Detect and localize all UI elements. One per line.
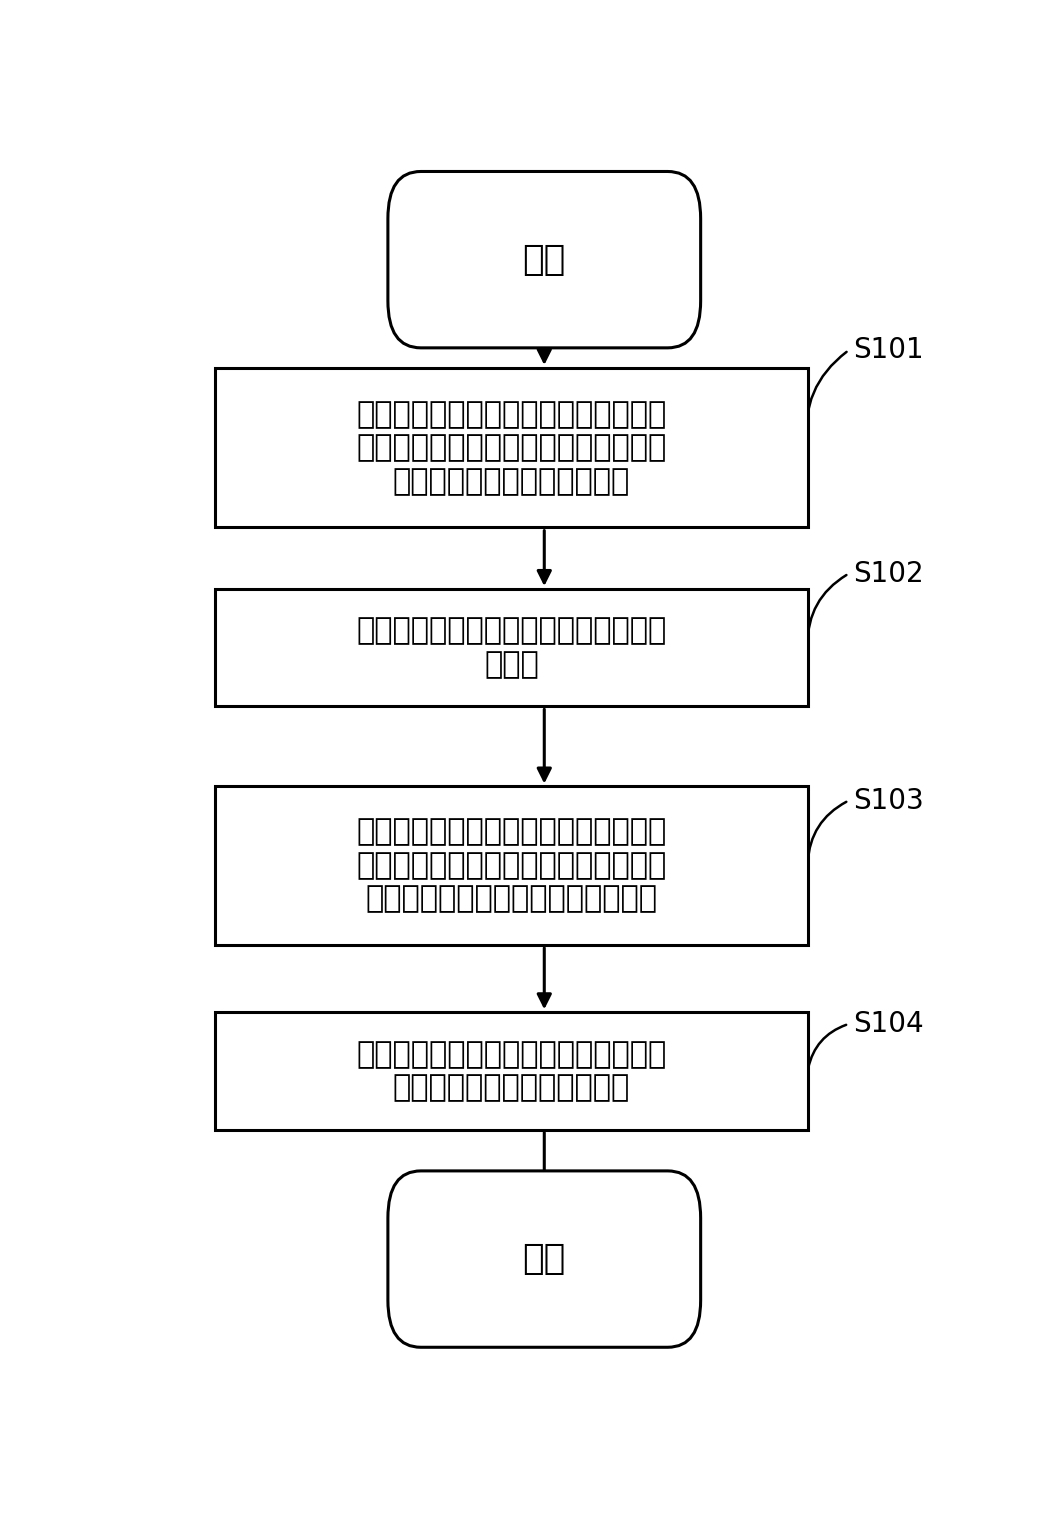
- Text: 利用所述性能指标数据以及所述资源参
数的数据，采用机器学习算法确定所述
性能指标与所述资源参数的关系模型: 利用所述性能指标数据以及所述资源参 数的数据，采用机器学习算法确定所述 性能指标…: [356, 817, 667, 913]
- Text: 确定用于评估分布式集群处理指定业务
的能力的性能指标和制约所述性能指标
的所述分布式集群的资源参数: 确定用于评估分布式集群处理指定业务 的能力的性能指标和制约所述性能指标 的所述分…: [356, 400, 667, 496]
- FancyBboxPatch shape: [388, 171, 701, 348]
- FancyBboxPatch shape: [215, 1012, 808, 1130]
- Text: S104: S104: [853, 1009, 924, 1038]
- Text: 结束: 结束: [523, 1241, 566, 1277]
- Text: S101: S101: [853, 336, 924, 365]
- FancyBboxPatch shape: [215, 589, 808, 707]
- FancyBboxPatch shape: [215, 368, 808, 527]
- Text: 根据所述关系模型确定所述分布式集群
处理所述指定业务的最大能力: 根据所述关系模型确定所述分布式集群 处理所述指定业务的最大能力: [356, 1040, 667, 1102]
- Text: S103: S103: [853, 786, 924, 814]
- Text: 获取所述性能指标数据以及所述资源参
数数据: 获取所述性能指标数据以及所述资源参 数数据: [356, 617, 667, 680]
- FancyBboxPatch shape: [215, 786, 808, 945]
- Text: 开始: 开始: [523, 243, 566, 276]
- Text: S102: S102: [853, 559, 924, 588]
- FancyBboxPatch shape: [388, 1171, 701, 1347]
